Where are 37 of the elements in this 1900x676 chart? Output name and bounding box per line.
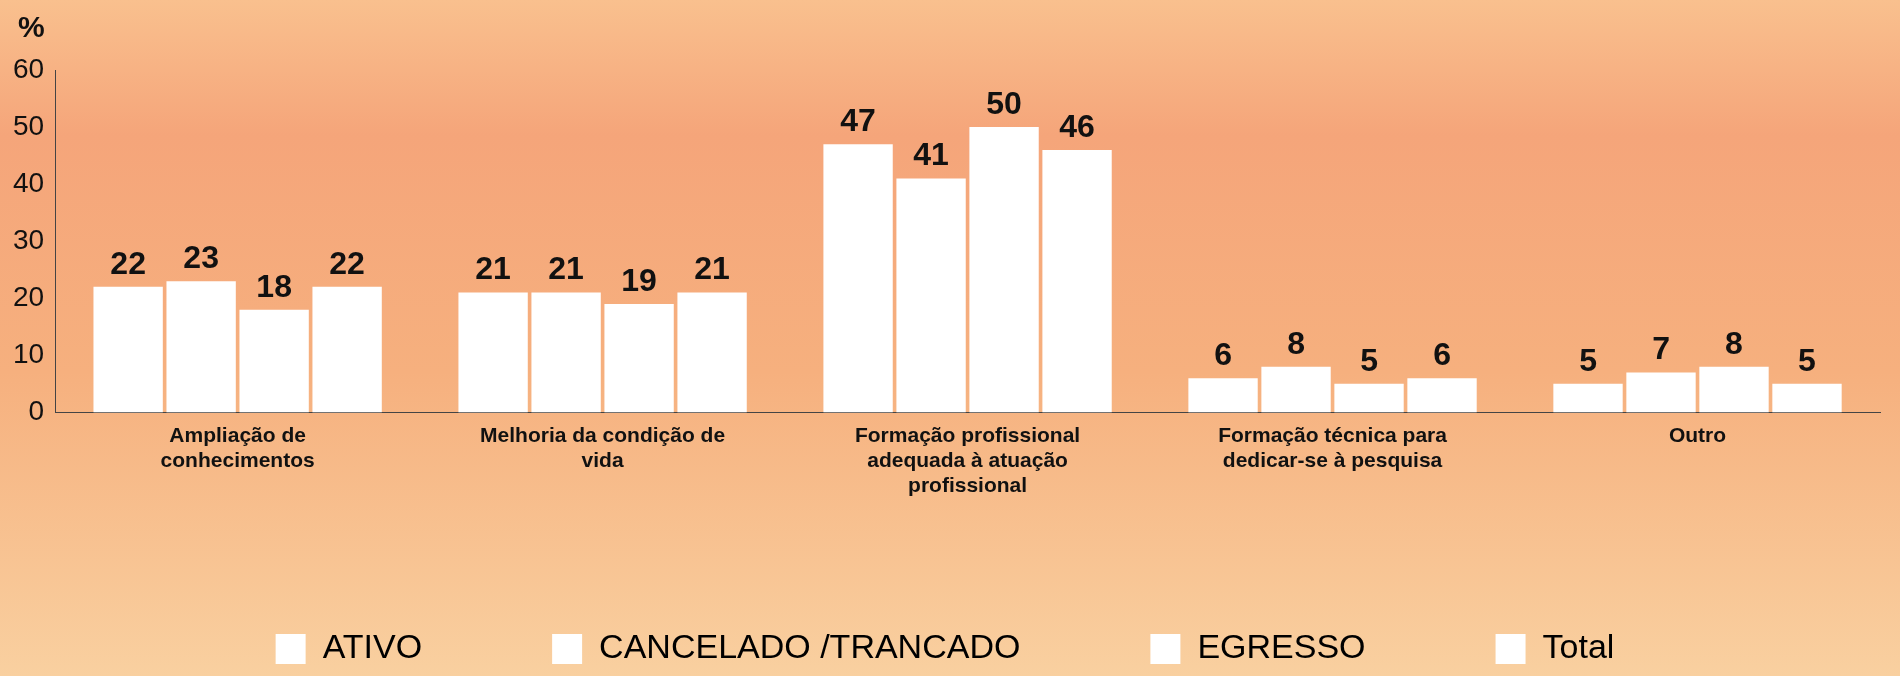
legend-label: ATIVO (322, 627, 423, 666)
data-label: 22 (110, 244, 146, 281)
y-axis-title: % (18, 10, 45, 44)
x-tick-label: Formação técnica para dedicar-se à pesquisa (1218, 422, 1448, 471)
data-label: 8 (1725, 324, 1743, 361)
data-label: 50 (986, 84, 1022, 121)
data-label: 18 (256, 267, 292, 304)
data-label: 19 (621, 261, 657, 298)
y-tick-label: 40 (12, 166, 45, 198)
x-tick-label: Melhoria da condição de vida (480, 422, 726, 471)
x-tick-label: Outro (1668, 422, 1727, 446)
legend-label: Total (1542, 627, 1615, 666)
y-tick-label: 10 (12, 338, 45, 370)
data-label: 5 (1798, 341, 1816, 378)
data-label: 21 (475, 250, 511, 287)
data-label: 23 (183, 238, 219, 275)
x-tick-label: Formação profissional adequada à atuação profissional (854, 422, 1081, 497)
y-tick-label: 30 (12, 223, 45, 255)
y-tick-label: 20 (12, 280, 45, 312)
y-tick-label: 50 (12, 109, 45, 141)
data-label: 5 (1360, 341, 1378, 378)
data-label: 21 (548, 250, 584, 287)
data-label: 8 (1287, 324, 1305, 361)
data-label: 46 (1059, 107, 1095, 144)
legend-label: EGRESSO (1197, 627, 1366, 666)
data-label: 22 (329, 244, 365, 281)
y-tick-label: 0 (28, 395, 45, 427)
data-label: 21 (694, 250, 730, 287)
x-tick-label: Ampliação de conhecimentos (160, 422, 315, 471)
data-label: 6 (1433, 335, 1451, 372)
y-tick-label: 60 (12, 52, 45, 84)
data-label: 6 (1214, 335, 1232, 372)
data-label: 41 (913, 136, 949, 173)
legend-label: CANCELADO /TRANCADO (599, 627, 1021, 666)
data-label: 7 (1652, 330, 1670, 367)
data-label: 47 (840, 102, 876, 139)
data-label: 5 (1579, 341, 1597, 378)
